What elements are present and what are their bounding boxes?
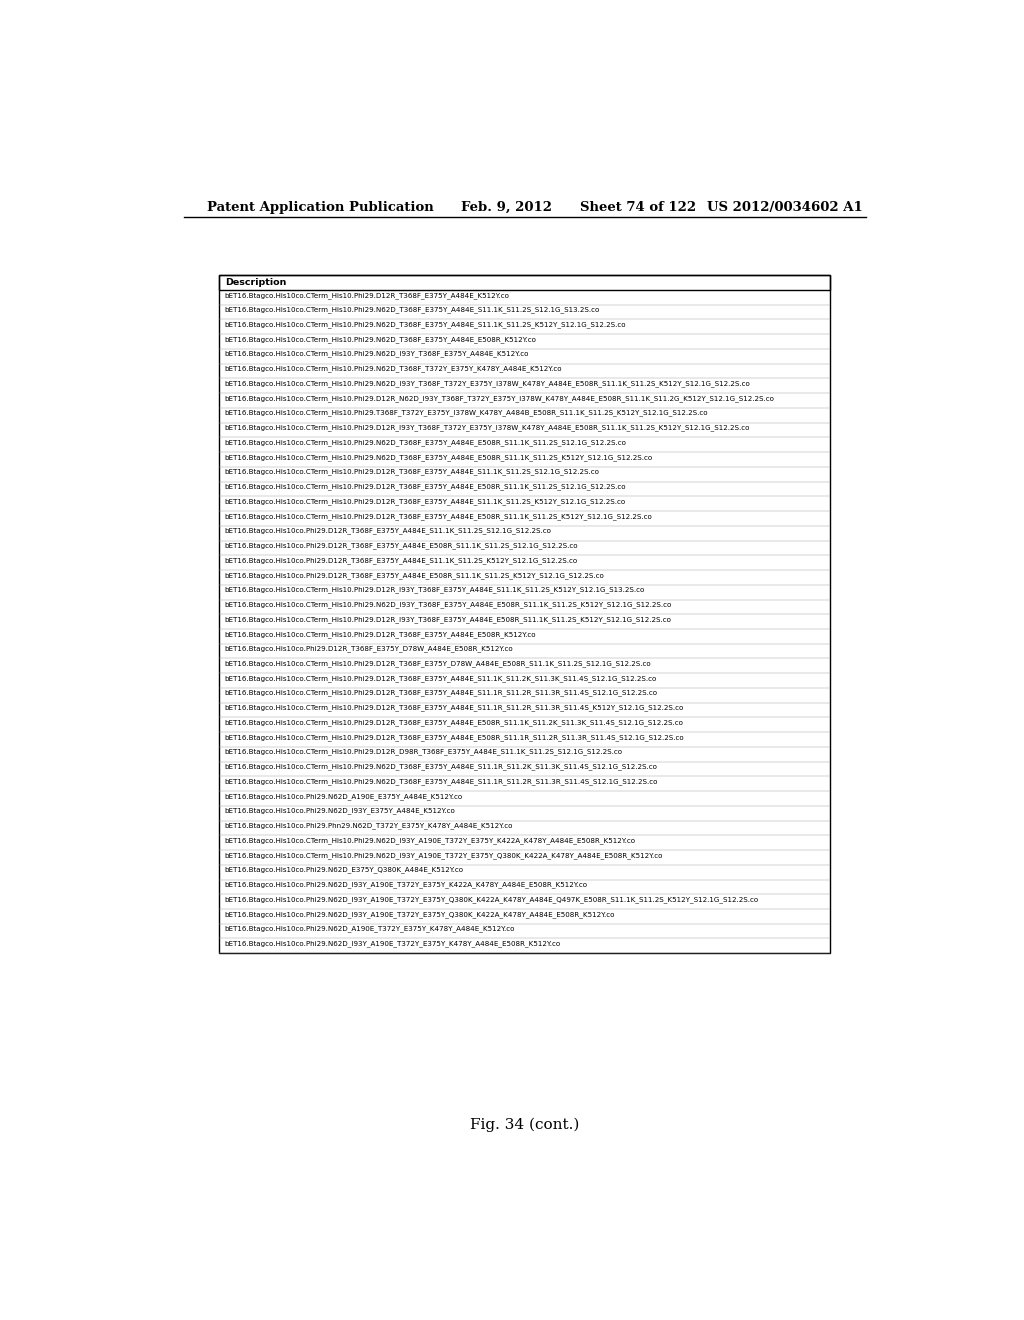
Text: bET16.Btagco.His10co.CTerm_His10.Phi29.N62D_T368F_E375Y_A484E_S11.1R_S11.2R_S11.: bET16.Btagco.His10co.CTerm_His10.Phi29.N… bbox=[224, 777, 657, 785]
Text: Fig. 34 (cont.): Fig. 34 (cont.) bbox=[470, 1118, 580, 1133]
Text: bET16.Btagco.His10co.Phi29.D12R_T368F_E375Y_A484E_E508R_S11.1K_S11.2S_S12.1G_S12: bET16.Btagco.His10co.Phi29.D12R_T368F_E3… bbox=[224, 543, 578, 549]
Text: bET16.Btagco.His10co.Phi29.N62D_I93Y_A190E_T372Y_E375Y_K422A_K478Y_A484E_E508R_K: bET16.Btagco.His10co.Phi29.N62D_I93Y_A19… bbox=[224, 882, 587, 888]
Text: bET16.Btagco.His10co.CTerm_His10.Phi29.D12R_T368F_E375Y_A484E_S11.1K_S11.2S_K512: bET16.Btagco.His10co.CTerm_His10.Phi29.D… bbox=[224, 498, 626, 504]
Text: bET16.Btagco.His10co.CTerm_His10.Phi29.D12R_T368F_E375Y_A484E_S11.1R_S11.2R_S11.: bET16.Btagco.His10co.CTerm_His10.Phi29.D… bbox=[224, 690, 657, 697]
Text: bET16.Btagco.His10co.CTerm_His10.Phi29.D12R_T368F_E375Y_A484E_E508R_S11.1K_S11.2: bET16.Btagco.His10co.CTerm_His10.Phi29.D… bbox=[224, 483, 626, 490]
Text: bET16.Btagco.His10co.CTerm_His10.Phi29.N62D_I93Y_A190E_T372Y_E375Y_K422A_K478Y_A: bET16.Btagco.His10co.CTerm_His10.Phi29.N… bbox=[224, 837, 635, 843]
Text: bET16.Btagco.His10co.CTerm_His10.Phi29.D12R_T368F_E375Y_D78W_A484E_E508R_S11.1K_: bET16.Btagco.His10co.CTerm_His10.Phi29.D… bbox=[224, 660, 651, 667]
Text: bET16.Btagco.His10co.Phi29.N62D_A190E_T372Y_E375Y_K478Y_A484E_K512Y.co: bET16.Btagco.His10co.Phi29.N62D_A190E_T3… bbox=[224, 925, 514, 932]
Text: bET16.Btagco.His10co.CTerm_His10.Phi29.D12R_I93Y_T368F_T372Y_E375Y_I378W_K478Y_A: bET16.Btagco.His10co.CTerm_His10.Phi29.D… bbox=[224, 425, 750, 432]
Text: bET16.Btagco.His10co.CTerm_His10.Phi29.D12R_T368F_E375Y_A484E_S11.1K_S11.2S_S12.: bET16.Btagco.His10co.CTerm_His10.Phi29.D… bbox=[224, 469, 599, 475]
Text: bET16.Btagco.His10co.CTerm_His10.Phi29.T368F_T372Y_E375Y_I378W_K478Y_A484B_E508R: bET16.Btagco.His10co.CTerm_His10.Phi29.T… bbox=[224, 409, 708, 416]
Text: bET16.Btagco.His10co.CTerm_His10.Phi29.D12R_T368F_E375Y_A484E_E508R_S11.1R_S11.2: bET16.Btagco.His10co.CTerm_His10.Phi29.D… bbox=[224, 734, 684, 741]
Text: bET16.Btagco.His10co.CTerm_His10.Phi29.D12R_I93Y_T368F_E375Y_A484E_S11.1K_S11.2S: bET16.Btagco.His10co.CTerm_His10.Phi29.D… bbox=[224, 586, 644, 593]
Text: bET16.Btagco.His10co.CTerm_His10.Phi29.D12R_T368F_E375Y_A484E_E508R_S11.1K_S11.2: bET16.Btagco.His10co.CTerm_His10.Phi29.D… bbox=[224, 719, 683, 726]
Text: bET16.Btagco.His10co.CTerm_His10.Phi29.D12R_N62D_I93Y_T368F_T372Y_E375Y_I378W_K4: bET16.Btagco.His10co.CTerm_His10.Phi29.D… bbox=[224, 395, 774, 401]
Text: Patent Application Publication: Patent Application Publication bbox=[207, 201, 434, 214]
Text: bET16.Btagco.His10co.Phi29.N62D_I93Y_E375Y_A484E_K512Y.co: bET16.Btagco.His10co.Phi29.N62D_I93Y_E37… bbox=[224, 808, 455, 814]
Text: bET16.Btagco.His10co.CTerm_His10.Phi29.D12R_T368F_E375Y_A484E_E508R_S11.1K_S11.2: bET16.Btagco.His10co.CTerm_His10.Phi29.D… bbox=[224, 513, 652, 520]
Text: bET16.Btagco.His10co.CTerm_His10.Phi29.D12R_D98R_T368F_E375Y_A484E_S11.1K_S11.2S: bET16.Btagco.His10co.CTerm_His10.Phi29.D… bbox=[224, 748, 623, 755]
Text: bET16.Btagco.His10co.Phi29.N62D_E375Y_Q380K_A484E_K512Y.co: bET16.Btagco.His10co.Phi29.N62D_E375Y_Q3… bbox=[224, 866, 463, 874]
Bar bbox=[219, 276, 830, 953]
Text: bET16.Btagco.His10co.CTerm_His10.Phi29.D12R_T368F_E375Y_A484E_E508R_K512Y.co: bET16.Btagco.His10co.CTerm_His10.Phi29.D… bbox=[224, 631, 536, 638]
Text: bET16.Btagco.His10co.CTerm_His10.Phi29.N62D_I93Y_T368F_E375Y_A484E_K512Y.co: bET16.Btagco.His10co.CTerm_His10.Phi29.N… bbox=[224, 351, 528, 358]
Text: bET16.Btagco.His10co.CTerm_His10.Phi29.N62D_T368F_E375Y_A484E_S11.1K_S11.2S_K512: bET16.Btagco.His10co.CTerm_His10.Phi29.N… bbox=[224, 321, 626, 327]
Text: bET16.Btagco.His10co.CTerm_His10.Phi29.N62D_I93Y_A190E_T372Y_E375Y_Q380K_K422A_K: bET16.Btagco.His10co.CTerm_His10.Phi29.N… bbox=[224, 851, 663, 858]
Text: bET16.Btagco.His10co.Phi29.D12R_T368F_E375Y_A484E_S11.1K_S11.2S_K512Y_S12.1G_S12: bET16.Btagco.His10co.Phi29.D12R_T368F_E3… bbox=[224, 557, 578, 564]
Text: bET16.Btagco.His10co.Phi29.D12R_T368F_E375Y_A484E_E508R_S11.1K_S11.2S_K512Y_S12.: bET16.Btagco.His10co.Phi29.D12R_T368F_E3… bbox=[224, 572, 604, 578]
Text: bET16.Btagco.His10co.CTerm_His10.Phi29.D12R_T368F_E375Y_A484E_S11.1R_S11.2R_S11.: bET16.Btagco.His10co.CTerm_His10.Phi29.D… bbox=[224, 705, 683, 711]
Text: bET16.Btagco.His10co.Phi29.N62D_I93Y_A190E_T372Y_E375Y_Q380K_K422A_K478Y_A484E_Q: bET16.Btagco.His10co.Phi29.N62D_I93Y_A19… bbox=[224, 896, 759, 903]
Text: bET16.Btagco.His10co.Phi29.Phn29.N62D_T372Y_E375Y_K478Y_A484E_K512Y.co: bET16.Btagco.His10co.Phi29.Phn29.N62D_T3… bbox=[224, 822, 513, 829]
Text: bET16.Btagco.His10co.CTerm_His10.Phi29.N62D_I93Y_T368F_T372Y_E375Y_I378W_K478Y_A: bET16.Btagco.His10co.CTerm_His10.Phi29.N… bbox=[224, 380, 750, 387]
Text: bET16.Btagco.His10co.CTerm_His10.Phi29.N62D_T368F_T372Y_E375Y_K478Y_A484E_K512Y.: bET16.Btagco.His10co.CTerm_His10.Phi29.N… bbox=[224, 366, 561, 372]
Text: bET16.Btagco.His10co.Phi29.N62D_I93Y_A190E_T372Y_E375Y_Q380K_K422A_K478Y_A484E_E: bET16.Btagco.His10co.Phi29.N62D_I93Y_A19… bbox=[224, 911, 614, 917]
Text: bET16.Btagco.His10co.CTerm_His10.Phi29.D12R_T368F_E375Y_A484E_K512Y.co: bET16.Btagco.His10co.CTerm_His10.Phi29.D… bbox=[224, 292, 509, 298]
Text: bET16.Btagco.His10co.CTerm_His10.Phi29.N62D_I93Y_T368F_E375Y_A484E_E508R_S11.1K_: bET16.Btagco.His10co.CTerm_His10.Phi29.N… bbox=[224, 602, 672, 609]
Text: bET16.Btagco.His10co.CTerm_His10.Phi29.D12R_I93Y_T368F_E375Y_A484E_E508R_S11.1K_: bET16.Btagco.His10co.CTerm_His10.Phi29.D… bbox=[224, 616, 671, 623]
Text: Description: Description bbox=[225, 279, 287, 286]
Text: bET16.Btagco.His10co.Phi29.D12R_T368F_E375Y_A484E_S11.1K_S11.2S_S12.1G_S12.2S.co: bET16.Btagco.His10co.Phi29.D12R_T368F_E3… bbox=[224, 528, 551, 535]
Text: bET16.Btagco.His10co.CTerm_His10.Phi29.N62D_T368F_E375Y_A484E_S11.1K_S11.2S_S12.: bET16.Btagco.His10co.CTerm_His10.Phi29.N… bbox=[224, 306, 599, 313]
Text: Sheet 74 of 122: Sheet 74 of 122 bbox=[581, 201, 696, 214]
Text: bET16.Btagco.His10co.CTerm_His10.Phi29.N62D_T368F_E375Y_A484E_E508R_S11.1K_S11.2: bET16.Btagco.His10co.CTerm_His10.Phi29.N… bbox=[224, 454, 652, 461]
Text: bET16.Btagco.His10co.CTerm_His10.Phi29.N62D_T368F_E375Y_A484E_E508R_S11.1K_S11.2: bET16.Btagco.His10co.CTerm_His10.Phi29.N… bbox=[224, 440, 626, 446]
Text: Feb. 9, 2012: Feb. 9, 2012 bbox=[461, 201, 552, 214]
Text: bET16.Btagco.His10co.Phi29.D12R_T368F_E375Y_D78W_A484E_E508R_K512Y.co: bET16.Btagco.His10co.Phi29.D12R_T368F_E3… bbox=[224, 645, 513, 652]
Bar bbox=[219, 276, 830, 290]
Text: bET16.Btagco.His10co.Phi29.N62D_I93Y_A190E_T372Y_E375Y_K478Y_A484E_E508R_K512Y.c: bET16.Btagco.His10co.Phi29.N62D_I93Y_A19… bbox=[224, 940, 560, 946]
Text: bET16.Btagco.His10co.CTerm_His10.Phi29.N62D_T368F_E375Y_A484E_E508R_K512Y.co: bET16.Btagco.His10co.CTerm_His10.Phi29.N… bbox=[224, 337, 536, 343]
Text: bET16.Btagco.His10co.CTerm_His10.Phi29.N62D_T368F_E375Y_A484E_S11.1R_S11.2K_S11.: bET16.Btagco.His10co.CTerm_His10.Phi29.N… bbox=[224, 763, 657, 770]
Text: US 2012/0034602 A1: US 2012/0034602 A1 bbox=[708, 201, 863, 214]
Text: bET16.Btagco.His10co.CTerm_His10.Phi29.D12R_T368F_E375Y_A484E_S11.1K_S11.2K_S11.: bET16.Btagco.His10co.CTerm_His10.Phi29.D… bbox=[224, 675, 656, 681]
Text: bET16.Btagco.His10co.Phi29.N62D_A190E_E375Y_A484E_K512Y.co: bET16.Btagco.His10co.Phi29.N62D_A190E_E3… bbox=[224, 793, 462, 800]
